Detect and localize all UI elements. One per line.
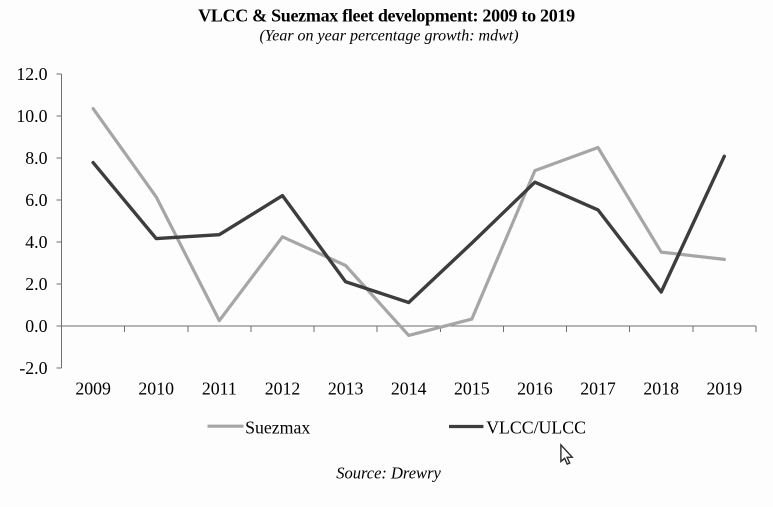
svg-text:Source: Drewry: Source: Drewry [336,463,441,482]
svg-text:2019: 2019 [707,379,743,399]
svg-text:2010: 2010 [138,379,174,399]
svg-text:10.0: 10.0 [16,106,47,126]
svg-text:2013: 2013 [328,379,364,399]
svg-text:VLCC & Suezmax fleet developme: VLCC & Suezmax fleet development: 2009 t… [198,6,575,26]
svg-text:12.0: 12.0 [16,64,47,84]
svg-text:-2.0: -2.0 [19,358,47,378]
svg-text:0.0: 0.0 [25,316,47,336]
svg-text:2015: 2015 [454,379,490,399]
svg-text:2011: 2011 [202,379,237,399]
svg-text:Suezmax: Suezmax [245,417,310,437]
svg-text:2.0: 2.0 [25,274,47,294]
svg-text:(Year on year percentage growt: (Year on year percentage growth: mdwt) [259,28,518,45]
svg-text:4.0: 4.0 [25,232,47,252]
svg-text:2016: 2016 [517,379,553,399]
svg-text:8.0: 8.0 [25,148,47,168]
svg-text:VLCC/ULCC: VLCC/ULCC [486,417,586,437]
svg-text:2017: 2017 [580,379,616,399]
svg-text:2009: 2009 [75,379,111,399]
svg-text:6.0: 6.0 [25,190,47,210]
svg-text:2018: 2018 [643,379,679,399]
svg-text:2014: 2014 [391,379,427,399]
svg-text:2012: 2012 [265,379,301,399]
